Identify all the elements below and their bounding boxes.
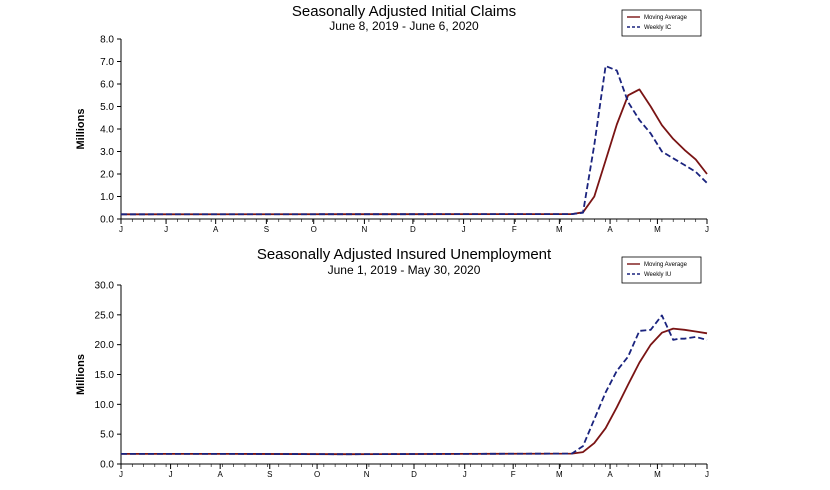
x-tick-label: M [556, 470, 563, 479]
y-tick-label: 30.0 [95, 281, 115, 292]
x-tick-label: S [267, 470, 272, 479]
legend-box [621, 9, 702, 37]
y-tick-label: 3.0 [100, 147, 114, 158]
x-tick-label: A [217, 470, 223, 479]
y-tick-label: 15.0 [95, 370, 115, 381]
y-tick-label: 4.0 [100, 125, 114, 136]
y-tick-label: 5.0 [100, 102, 114, 113]
y-tick-label: 10.0 [95, 400, 115, 411]
y-tick-label: 2.0 [100, 170, 114, 181]
y-tick-label: 20.0 [95, 340, 115, 351]
legend: Moving Average Weekly IC [621, 9, 702, 37]
legend-label: Weekly IC [644, 25, 672, 31]
y-tick-label: 25.0 [95, 310, 115, 321]
series-line-moving-average [120, 88, 708, 216]
x-tick-label: A [607, 470, 613, 479]
x-tick-label: O [314, 470, 320, 479]
x-tick-label: J [705, 225, 709, 234]
legend: Moving Average Weekly IU [621, 256, 702, 284]
chart-subtitle: June 8, 2019 - June 6, 2020 [329, 19, 479, 33]
x-tick-label: J [119, 470, 123, 479]
y-tick-label: 1.0 [100, 192, 114, 203]
legend-label: Moving Average [644, 15, 688, 21]
legend-label: Weekly IU [644, 272, 671, 278]
x-tick-label: A [607, 225, 613, 234]
chart-subtitle: June 1, 2019 - May 30, 2020 [328, 263, 481, 277]
x-tick-label: D [410, 225, 416, 234]
x-tick-label: J [119, 225, 123, 234]
series-line-moving-average [121, 327, 708, 456]
x-tick-label: M [556, 225, 563, 234]
x-tick-label: N [362, 225, 368, 234]
series-line-weekly-iu [121, 314, 708, 456]
x-tick-label: A [213, 225, 219, 234]
y-tick-label: 7.0 [100, 57, 114, 68]
legend-box [621, 256, 702, 284]
x-tick-label: J [463, 470, 467, 479]
x-tick-label: J [705, 470, 709, 479]
y-tick-label: 5.0 [100, 430, 114, 441]
series-line-weekly-ic [120, 65, 708, 216]
legend-label: Moving Average [644, 262, 688, 268]
y-tick-label: 8.0 [100, 35, 114, 46]
x-tick-label: D [411, 470, 417, 479]
x-tick-label: F [512, 225, 517, 234]
x-tick-label: O [311, 225, 317, 234]
y-tick-label: 6.0 [100, 80, 114, 91]
x-tick-label: J [164, 225, 168, 234]
y-tick-label: 0.0 [100, 460, 114, 471]
chart-title: Seasonally Adjusted Insured Unemployment [257, 246, 552, 263]
x-tick-label: M [654, 470, 661, 479]
chart-insured: Seasonally Adjusted Insured Unemployment… [75, 246, 709, 479]
y-axis-label: Millions [75, 354, 87, 395]
y-axis-label: Millions [75, 109, 87, 150]
x-tick-label: N [364, 470, 370, 479]
y-tick-label: 0.0 [100, 215, 114, 226]
chart-title: Seasonally Adjusted Initial Claims [292, 3, 516, 20]
x-tick-label: J [169, 470, 173, 479]
x-tick-label: J [462, 225, 466, 234]
x-tick-label: M [654, 225, 661, 234]
x-tick-label: S [264, 225, 269, 234]
x-tick-label: F [511, 470, 516, 479]
